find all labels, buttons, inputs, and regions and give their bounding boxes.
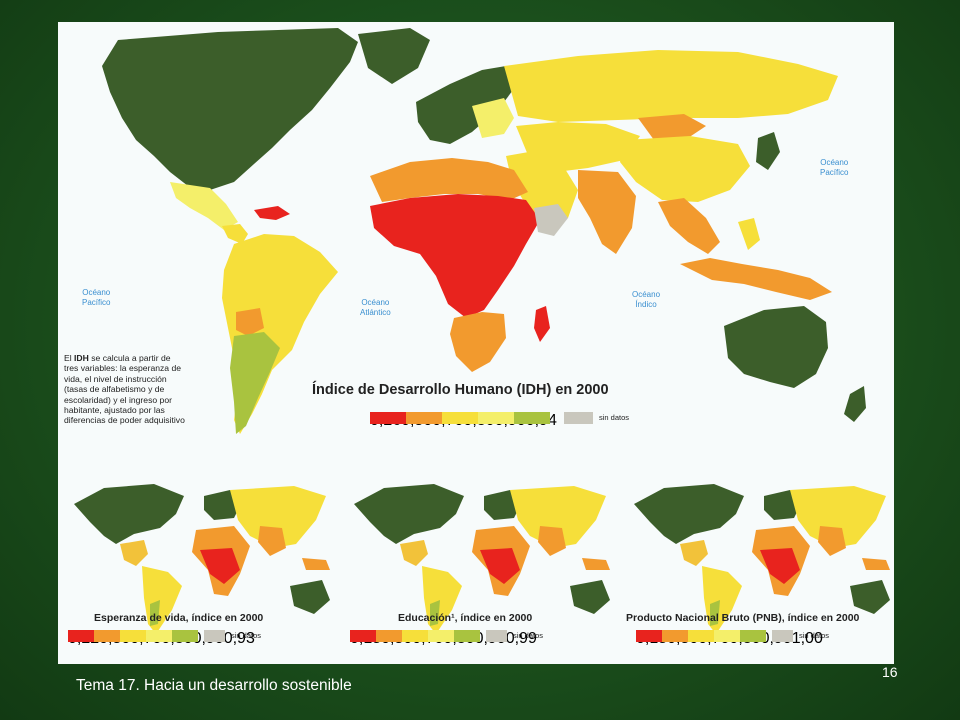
legend-swatch [454, 630, 480, 642]
ocean-label-line: Índico [635, 300, 657, 309]
region-philippines [738, 218, 760, 250]
world-map-main [74, 28, 890, 634]
ocean-label-line: Pacífico [820, 168, 849, 177]
region-europe [416, 66, 516, 144]
region-eastern-europe [472, 98, 514, 138]
legend-swatch [120, 630, 146, 642]
legend-swatch [68, 630, 94, 642]
legend-swatch [172, 630, 198, 642]
footer-title: Tema 17. Hacia un desarrollo sostenible [76, 677, 352, 694]
region-southern-africa [450, 312, 506, 372]
main-world-map [102, 28, 866, 434]
legend-swatch [442, 412, 478, 424]
region-horn-of-africa [534, 204, 568, 236]
ocean-label-pacific-right: Océano Pacífico [820, 158, 848, 178]
region-japan [756, 132, 780, 170]
legend-swatch [94, 630, 120, 642]
region-russia [504, 50, 838, 122]
legend-swatch [376, 630, 402, 642]
ocean-label-line: Océano [82, 288, 111, 297]
ocean-label-line: Océano [632, 290, 661, 299]
small-map-title-education: Educación¹, índice en 2000 [398, 612, 533, 624]
legend-swatch-no-data [486, 630, 507, 642]
legend-no-data-label: sin datos [599, 413, 630, 422]
ocean-label-line: Pacífico [82, 298, 111, 307]
idh-explanation-note: El IDH se calcula a partir de tres varia… [64, 353, 216, 426]
legend-swatch [688, 630, 714, 642]
legend-no-data-label: sin datos [799, 631, 830, 640]
note-line: habitante, ajustado por las [64, 405, 165, 416]
ocean-label-line: Atlántico [360, 308, 391, 317]
ocean-label-line: Océano [361, 298, 390, 307]
legend-swatch [478, 412, 514, 424]
legend-swatch-no-data [204, 630, 225, 642]
region-madagascar [534, 306, 550, 342]
note-line: diferencias de poder adquisitivo [64, 415, 185, 426]
legend-swatch-no-data [772, 630, 793, 642]
legend-no-data-label: sin datos [513, 631, 544, 640]
region-new-zealand [844, 386, 866, 422]
region-india [578, 170, 636, 254]
legend-swatch [406, 412, 442, 424]
region-indonesia [680, 258, 832, 300]
region-sahel-and-central-africa [370, 194, 540, 318]
region-bolivia [236, 308, 264, 336]
region-southeast-asia [658, 198, 720, 254]
region-central-america [222, 224, 248, 244]
legend-swatch [514, 412, 550, 424]
legend-swatch [402, 630, 428, 642]
note-line: escolaridad) y el ingreso por [64, 394, 172, 405]
map-panel: Océano Pacífico Océano Atlántico Océano … [58, 22, 894, 664]
ocean-label-pacific-left: Océano Pacífico [82, 288, 110, 308]
ocean-label-line: Océano [820, 158, 849, 167]
note-line: tres variables: la esperanza de [64, 363, 182, 374]
small-map-title-life-expectancy: Esperanza de vida, índice en 2000 [94, 612, 264, 624]
region-china [620, 136, 750, 202]
legend-tick-label: 0,99 [505, 630, 537, 647]
region-north-africa [370, 158, 528, 202]
note-line: (tasas de alfabetismo y de [64, 384, 165, 395]
region-mongolia [638, 114, 706, 140]
region-south-cone [230, 332, 280, 434]
region-greenland [358, 28, 430, 84]
small-map-title-gnp: Producto Nacional Bruto (PNB), índice en… [626, 612, 860, 624]
region-north-america [102, 28, 358, 190]
main-map-title: Índice de Desarrollo Humano (IDH) en 200… [312, 382, 609, 398]
region-australia [724, 306, 828, 388]
legend-swatch [740, 630, 766, 642]
legend-swatch [662, 630, 688, 642]
legend-swatch [636, 630, 662, 642]
legend-tick-label: 1,00 [791, 630, 823, 647]
region-mexico [170, 182, 238, 230]
note-line: El IDH se calcula a partir de [64, 353, 171, 363]
legend-tick-label: 0,93 [223, 630, 255, 647]
legend-swatch [428, 630, 454, 642]
legend-swatch [146, 630, 172, 642]
legend-swatch [350, 630, 376, 642]
region-caribbean [254, 206, 290, 220]
legend-swatch-no-data [564, 412, 593, 424]
ocean-label-indian: Océano Índico [632, 290, 660, 310]
ocean-label-atlantic: Océano Atlántico [360, 298, 391, 318]
legend-swatch [714, 630, 740, 642]
legend-swatch [370, 412, 406, 424]
page-number: 16 [882, 664, 898, 680]
note-line: vida, el nivel de instrucción [64, 373, 167, 384]
legend-no-data-label: sin datos [231, 631, 262, 640]
